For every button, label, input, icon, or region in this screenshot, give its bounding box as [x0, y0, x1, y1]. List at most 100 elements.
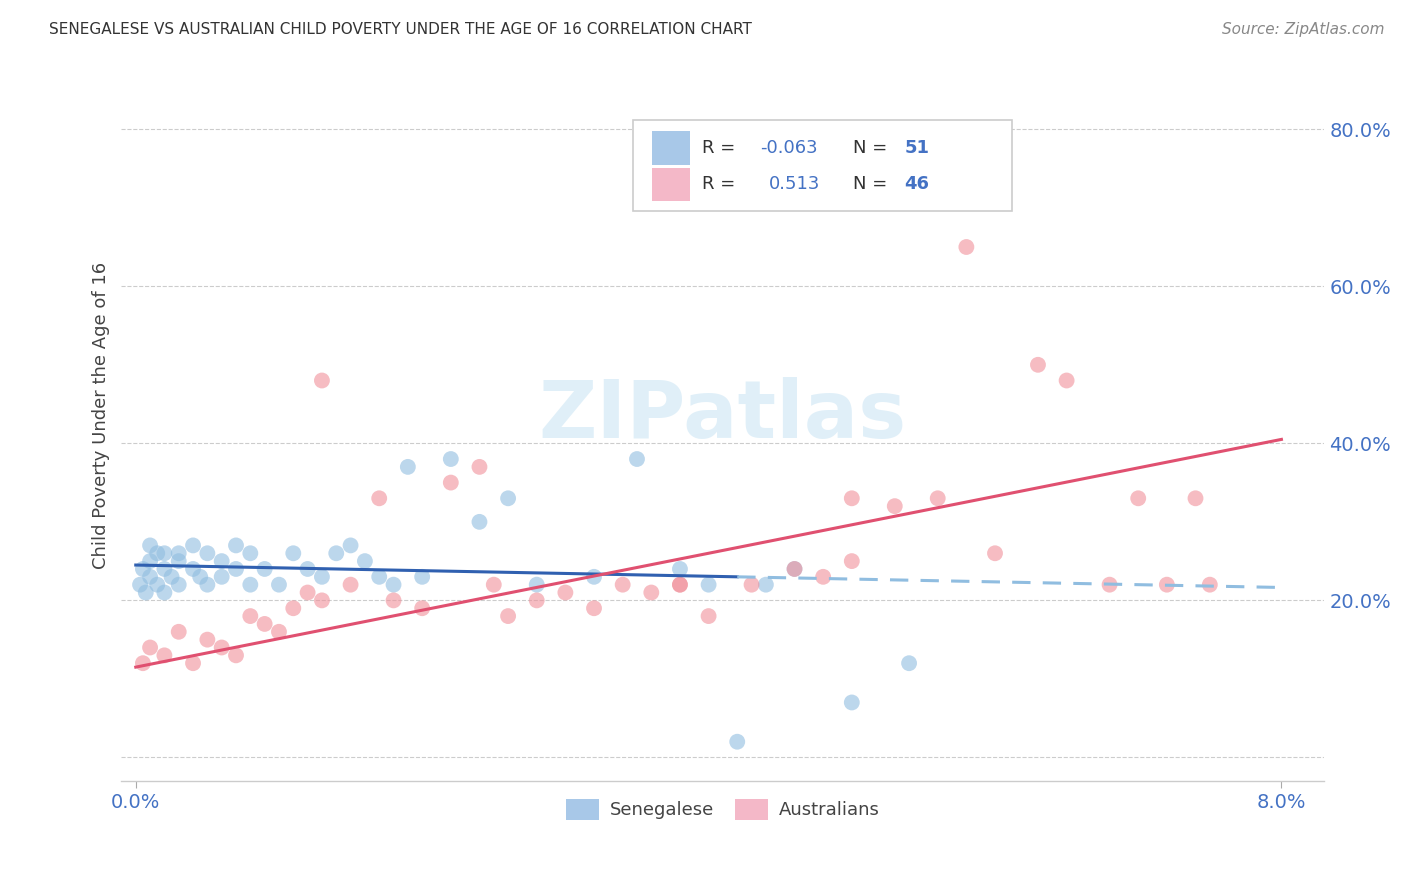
Point [697, 577, 720, 591]
Point [311, 570, 333, 584]
Point [297, 562, 319, 576]
Point [297, 585, 319, 599]
Point [267, 577, 290, 591]
Text: 0.513: 0.513 [769, 176, 820, 194]
Point [139, 538, 162, 552]
Point [1156, 577, 1178, 591]
Point [841, 696, 863, 710]
Point [139, 640, 162, 655]
Point [482, 577, 505, 591]
Point [153, 585, 176, 599]
Point [311, 374, 333, 388]
Point [411, 570, 433, 584]
Point [468, 459, 491, 474]
Point [188, 570, 211, 584]
Point [1056, 374, 1078, 388]
Point [554, 585, 576, 599]
Point [669, 577, 692, 591]
Point [135, 585, 157, 599]
Point [253, 562, 276, 576]
Point [783, 562, 806, 576]
Point [339, 577, 361, 591]
Point [195, 577, 218, 591]
Point [1026, 358, 1049, 372]
Text: 51: 51 [904, 139, 929, 157]
Point [181, 538, 204, 552]
Point [382, 577, 405, 591]
Point [267, 624, 290, 639]
Point [146, 577, 169, 591]
Point [927, 491, 949, 506]
Point [132, 562, 155, 576]
Point [640, 585, 662, 599]
Point [132, 657, 155, 671]
Text: R =: R = [703, 176, 741, 194]
Point [841, 491, 863, 506]
Point [697, 609, 720, 624]
Point [669, 577, 692, 591]
FancyBboxPatch shape [652, 168, 690, 201]
Point [955, 240, 977, 254]
Text: 46: 46 [904, 176, 929, 194]
Point [883, 499, 905, 513]
Point [283, 601, 305, 615]
Point [139, 570, 162, 584]
Point [468, 515, 491, 529]
Text: ZIPatlas: ZIPatlas [538, 376, 907, 455]
Point [626, 452, 648, 467]
Point [146, 546, 169, 560]
Point [898, 657, 921, 671]
Point [139, 554, 162, 568]
Point [411, 601, 433, 615]
Point [755, 577, 778, 591]
Point [160, 570, 183, 584]
FancyBboxPatch shape [652, 131, 690, 165]
Point [311, 593, 333, 607]
Point [368, 491, 391, 506]
Point [167, 577, 190, 591]
Point [153, 562, 176, 576]
Point [1128, 491, 1150, 506]
Point [440, 475, 463, 490]
Point [129, 577, 152, 591]
Point [354, 554, 377, 568]
Text: R =: R = [703, 139, 741, 157]
Point [368, 570, 391, 584]
Point [496, 609, 519, 624]
Point [1098, 577, 1121, 591]
Point [153, 648, 176, 663]
Point [669, 562, 692, 576]
Point [225, 562, 247, 576]
Text: N =: N = [853, 139, 893, 157]
Point [526, 593, 548, 607]
Point [167, 546, 190, 560]
Point [783, 562, 806, 576]
Text: SENEGALESE VS AUSTRALIAN CHILD POVERTY UNDER THE AGE OF 16 CORRELATION CHART: SENEGALESE VS AUSTRALIAN CHILD POVERTY U… [49, 22, 752, 37]
Point [239, 609, 262, 624]
Point [325, 546, 347, 560]
Point [1198, 577, 1220, 591]
Point [382, 593, 405, 607]
Point [211, 640, 233, 655]
Point [984, 546, 1007, 560]
Y-axis label: Child Poverty Under the Age of 16: Child Poverty Under the Age of 16 [93, 262, 110, 569]
Point [526, 577, 548, 591]
Point [396, 459, 419, 474]
FancyBboxPatch shape [633, 120, 1012, 211]
Point [167, 624, 190, 639]
Point [283, 546, 305, 560]
Point [225, 538, 247, 552]
Point [725, 735, 748, 749]
Point [582, 601, 605, 615]
Text: -0.063: -0.063 [761, 139, 818, 157]
Point [239, 577, 262, 591]
Point [181, 562, 204, 576]
Point [181, 657, 204, 671]
Text: Source: ZipAtlas.com: Source: ZipAtlas.com [1222, 22, 1385, 37]
Point [741, 577, 763, 591]
Point [167, 554, 190, 568]
Point [440, 452, 463, 467]
Point [496, 491, 519, 506]
Point [612, 577, 634, 591]
Legend: Senegalese, Australians: Senegalese, Australians [560, 791, 887, 827]
